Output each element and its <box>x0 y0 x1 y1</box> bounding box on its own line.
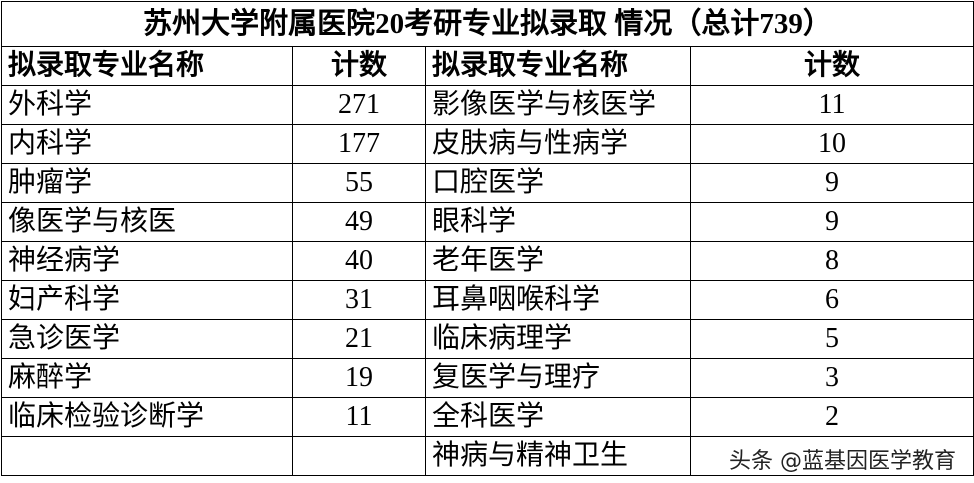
count-cell <box>292 436 426 476</box>
table-title: 苏州大学附属医院20考研专业拟录取 情况（总计739） <box>0 1 974 47</box>
count-cell: 3 <box>689 358 974 398</box>
column-header: 拟录取专业名称 <box>1 46 293 86</box>
count-cell: 5 <box>689 319 974 359</box>
major-cell: 临床检验诊断学 <box>1 397 293 437</box>
count-cell: 10 <box>689 124 974 164</box>
major-cell: 皮肤病与性病学 <box>425 124 691 164</box>
major-cell: 麻醉学 <box>1 358 293 398</box>
count-cell: 55 <box>292 163 426 203</box>
major-cell: 影像医学与核医学 <box>425 85 691 125</box>
major-cell: 神经病学 <box>1 241 293 281</box>
table-row: 麻醉学 19 复医学与理疗 3 <box>1 358 974 398</box>
count-cell: 6 <box>689 280 974 320</box>
table-row: 像医学与核医 49 眼科学 9 <box>1 202 974 242</box>
major-cell: 像医学与核医 <box>1 202 293 242</box>
count-cell: 9 <box>689 163 974 203</box>
count-cell: 49 <box>292 202 426 242</box>
count-cell: 40 <box>292 241 426 281</box>
header-row: 拟录取专业名称 计数 拟录取专业名称 计数 <box>1 46 974 86</box>
major-cell: 口腔医学 <box>425 163 691 203</box>
major-cell: 内科学 <box>1 124 293 164</box>
count-cell: 11 <box>689 85 974 125</box>
count-cell: 19 <box>292 358 426 398</box>
major-cell: 全科医学 <box>425 397 691 437</box>
major-cell: 急诊医学 <box>1 319 293 359</box>
major-cell <box>1 436 293 476</box>
major-cell: 老年医学 <box>425 241 691 281</box>
table-row: 外科学 271 影像医学与核医学 11 <box>1 85 974 125</box>
count-cell: 2 <box>689 397 974 437</box>
count-cell: 271 <box>292 85 426 125</box>
major-cell: 眼科学 <box>425 202 691 242</box>
column-header: 计数 <box>689 46 974 86</box>
major-cell: 耳鼻咽喉科学 <box>425 280 691 320</box>
table-row: 肿瘤学 55 口腔医学 9 <box>1 163 974 203</box>
major-cell: 复医学与理疗 <box>425 358 691 398</box>
column-header: 拟录取专业名称 <box>425 46 691 86</box>
count-cell: 21 <box>292 319 426 359</box>
count-cell: 177 <box>292 124 426 164</box>
major-cell: 神病与精神卫生 <box>425 436 691 476</box>
table-row: 临床检验诊断学 11 全科医学 2 <box>1 397 974 437</box>
major-cell: 外科学 <box>1 85 293 125</box>
table-row: 内科学 177 皮肤病与性病学 10 <box>1 124 974 164</box>
table-row: 妇产科学 31 耳鼻咽喉科学 6 <box>1 280 974 320</box>
table-row: 急诊医学 21 临床病理学 5 <box>1 319 974 359</box>
table-body: 外科学 271 影像医学与核医学 11 内科学 177 皮肤病与性病学 10 肿瘤学 55 口腔医学… <box>1 85 974 476</box>
table-row: 神经病学 40 老年医学 8 <box>1 241 974 281</box>
major-cell: 妇产科学 <box>1 280 293 320</box>
watermark: 头条 @蓝基因医学教育 <box>725 443 960 475</box>
count-cell: 11 <box>292 397 426 437</box>
column-header: 计数 <box>292 46 426 86</box>
major-cell: 临床病理学 <box>425 319 691 359</box>
count-cell: 9 <box>689 202 974 242</box>
major-cell: 肿瘤学 <box>1 163 293 203</box>
count-cell: 8 <box>689 241 974 281</box>
count-cell: 31 <box>292 280 426 320</box>
